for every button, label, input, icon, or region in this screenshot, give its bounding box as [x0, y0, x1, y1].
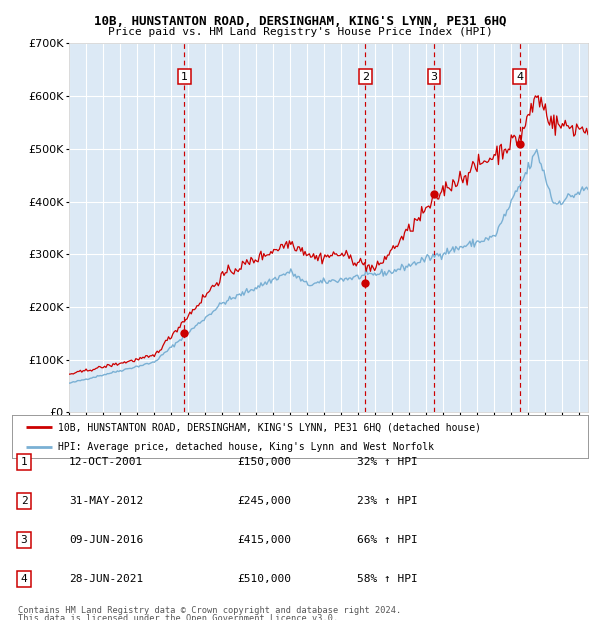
Text: Price paid vs. HM Land Registry's House Price Index (HPI): Price paid vs. HM Land Registry's House … — [107, 27, 493, 37]
Text: 09-JUN-2016: 09-JUN-2016 — [69, 535, 143, 545]
Text: £415,000: £415,000 — [237, 535, 291, 545]
Text: £510,000: £510,000 — [237, 574, 291, 584]
Text: 58% ↑ HPI: 58% ↑ HPI — [357, 574, 418, 584]
Text: 32% ↑ HPI: 32% ↑ HPI — [357, 457, 418, 467]
Text: £245,000: £245,000 — [237, 496, 291, 506]
Text: 2: 2 — [20, 496, 28, 506]
Text: 3: 3 — [20, 535, 28, 545]
Text: Contains HM Land Registry data © Crown copyright and database right 2024.: Contains HM Land Registry data © Crown c… — [18, 606, 401, 616]
Text: 4: 4 — [20, 574, 28, 584]
Text: 10B, HUNSTANTON ROAD, DERSINGHAM, KING'S LYNN, PE31 6HQ (detached house): 10B, HUNSTANTON ROAD, DERSINGHAM, KING'S… — [58, 422, 481, 432]
Text: 31-MAY-2012: 31-MAY-2012 — [69, 496, 143, 506]
Text: 1: 1 — [20, 457, 28, 467]
Text: 3: 3 — [430, 71, 437, 82]
Text: HPI: Average price, detached house, King's Lynn and West Norfolk: HPI: Average price, detached house, King… — [58, 442, 434, 452]
Text: 4: 4 — [516, 71, 523, 82]
Text: 23% ↑ HPI: 23% ↑ HPI — [357, 496, 418, 506]
Text: £150,000: £150,000 — [237, 457, 291, 467]
Text: 66% ↑ HPI: 66% ↑ HPI — [357, 535, 418, 545]
Text: 2: 2 — [362, 71, 369, 82]
Text: 12-OCT-2001: 12-OCT-2001 — [69, 457, 143, 467]
Text: 1: 1 — [181, 71, 188, 82]
Text: 10B, HUNSTANTON ROAD, DERSINGHAM, KING'S LYNN, PE31 6HQ: 10B, HUNSTANTON ROAD, DERSINGHAM, KING'S… — [94, 15, 506, 28]
Text: 28-JUN-2021: 28-JUN-2021 — [69, 574, 143, 584]
Text: This data is licensed under the Open Government Licence v3.0.: This data is licensed under the Open Gov… — [18, 614, 338, 620]
